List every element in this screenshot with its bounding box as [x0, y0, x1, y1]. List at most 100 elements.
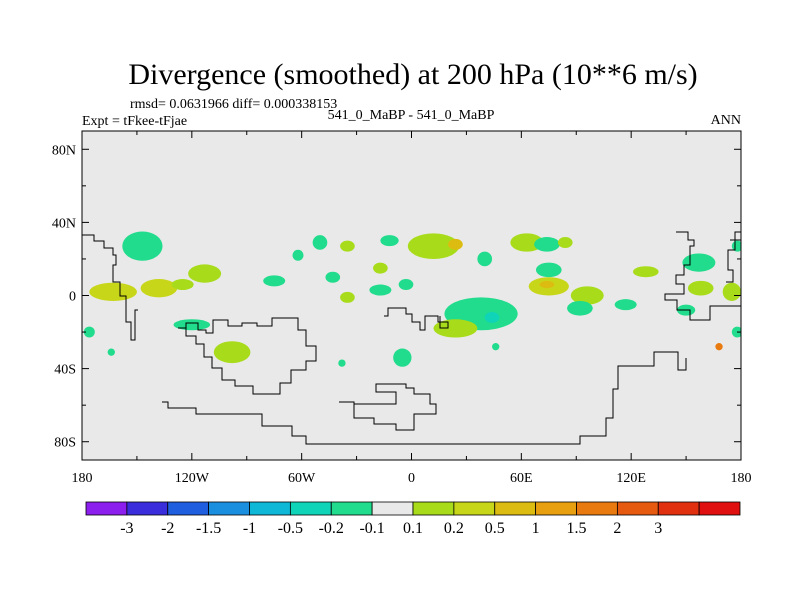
- colorbar-label-1: -2: [161, 520, 174, 537]
- map-background: [82, 131, 741, 460]
- field-contour-43: [731, 326, 741, 338]
- field-contour-24: [557, 237, 573, 248]
- colorbar-label-0: -3: [120, 520, 133, 537]
- x-tick-label-0: 180: [72, 471, 93, 486]
- field-contour-37: [173, 319, 211, 331]
- season-label: ANN: [711, 113, 741, 128]
- colorbar-swatch-15: [698, 501, 741, 516]
- y-tick-label-0: 80N: [52, 143, 76, 158]
- field-contour-13: [340, 291, 355, 303]
- colorbar-label-8: 0.2: [444, 520, 464, 537]
- colorbar-swatch-0: [85, 501, 128, 516]
- colorbar-label-12: 2: [613, 520, 621, 537]
- field-contour-19: [484, 311, 500, 323]
- colorbar-swatch-14: [657, 501, 700, 516]
- colorbar-label-3: -1: [243, 520, 256, 537]
- case-label: 541_0_MaBP - 541_0_MaBP: [328, 108, 495, 123]
- colorbar-swatch-1: [126, 501, 169, 516]
- field-contour-6: [292, 249, 304, 261]
- x-tick-label-3: 0: [408, 471, 415, 486]
- colorbar-swatch-8: [412, 501, 455, 516]
- field-contour-15: [407, 233, 460, 259]
- coastlines: [82, 231, 741, 445]
- field-contour-12: [369, 284, 392, 296]
- colorbar-swatch-13: [616, 501, 659, 516]
- field-contour-16: [448, 238, 463, 250]
- x-tick-label-5: 120E: [616, 471, 646, 486]
- field-contour-8: [325, 271, 341, 283]
- field-contour-39: [83, 326, 95, 338]
- coastline-asia-pacific: [664, 231, 741, 321]
- colorbar-swatch-9: [453, 501, 496, 516]
- colorbar-label-2: -1.5: [196, 520, 221, 537]
- experiment-label: Expt = tFkee-tFjae: [82, 114, 187, 129]
- field-contour-31: [682, 253, 716, 272]
- colorbar-swatch-3: [208, 501, 250, 516]
- field-contour-41: [338, 359, 346, 367]
- field-contour-23: [535, 262, 562, 278]
- field-contour-36: [393, 348, 412, 367]
- coastline-antarctica: [162, 351, 687, 445]
- colorbar-swatch-5: [289, 501, 332, 516]
- field-contour-29: [614, 299, 637, 311]
- colorbar-label-6: -0.1: [359, 520, 384, 537]
- field-contour-10: [373, 262, 388, 274]
- colorbar-swatch-6: [330, 501, 373, 516]
- field-contour-3: [188, 264, 222, 283]
- x-tick-label-4: 60E: [510, 471, 533, 486]
- field-contour-42: [492, 343, 500, 351]
- colorbar-label-13: 3: [654, 520, 662, 537]
- field-contour-17: [477, 251, 493, 267]
- field-contour-30: [632, 266, 659, 278]
- colorbar-swatch-10: [494, 501, 537, 516]
- field-contour-38: [213, 341, 251, 364]
- field-contour-33: [722, 282, 741, 301]
- colorbar-swatch-11: [535, 501, 577, 516]
- coastline-south-america: [178, 317, 317, 395]
- colorbar-label-4: -0.5: [278, 520, 303, 537]
- field-contour-2: [140, 279, 178, 298]
- x-tick-label-2: 60W: [288, 471, 316, 486]
- coastline-north-america: [82, 234, 138, 341]
- x-tick-label-6: 180: [731, 471, 752, 486]
- field-contour-40: [107, 348, 115, 356]
- field-contour-0: [122, 231, 163, 261]
- field-contour-1: [89, 282, 137, 301]
- x-tick-label-1: 120W: [175, 471, 210, 486]
- field-contour-9: [340, 240, 355, 252]
- field-contour-4: [171, 279, 194, 291]
- coastline-western-pacific-islands: [726, 231, 741, 283]
- field-contour-5: [263, 275, 286, 287]
- colorbar-swatch-12: [576, 501, 618, 516]
- field-contour-7: [312, 235, 328, 250]
- field-contour-14: [398, 279, 414, 291]
- stats-text: rmsd= 0.0631966 diff= 0.000338153: [130, 97, 337, 112]
- y-tick-label-4: 80S: [54, 436, 76, 451]
- colorbar-label-9: 0.5: [485, 520, 505, 537]
- colorbar-label-10: 1: [532, 520, 540, 537]
- colorbar: -3 -2 -1.5 -1 -0.5 -0.2 -0.1 0.1 0.2 0.5 1 1.5 2 3: [85, 501, 741, 537]
- field-contour-26: [539, 280, 555, 289]
- field-contour-27: [570, 286, 604, 305]
- field-contour-21: [510, 233, 544, 252]
- chart-title: Divergence (smoothed) at 200 hPa (10**6 …: [128, 58, 697, 91]
- colorbar-label-11: 1.5: [567, 520, 587, 537]
- colorbar-swatch-4: [249, 501, 291, 516]
- coastline-antarctic-peninsula: [339, 383, 437, 431]
- field-contour-35: [731, 240, 741, 252]
- field-contour-11: [380, 235, 399, 247]
- field-contour-20: [433, 319, 478, 338]
- field-contour-32: [687, 280, 714, 296]
- y-tick-label-2: 0: [69, 290, 76, 305]
- y-tick-label-1: 40N: [52, 216, 76, 231]
- colorbar-label-5: -0.2: [319, 520, 344, 537]
- field-contour-28: [567, 300, 593, 316]
- field-contour-44: [715, 343, 723, 351]
- y-tick-label-3: 40S: [54, 363, 76, 378]
- divergence-field: [83, 231, 741, 367]
- colorbar-label-7: 0.1: [403, 520, 423, 537]
- field-contour-22: [534, 237, 560, 252]
- map-axes: 180 120W 60W 0 60E 120E 180 80N 40N 0 40S 80S: [52, 131, 752, 486]
- colorbar-swatch-7: [371, 501, 414, 516]
